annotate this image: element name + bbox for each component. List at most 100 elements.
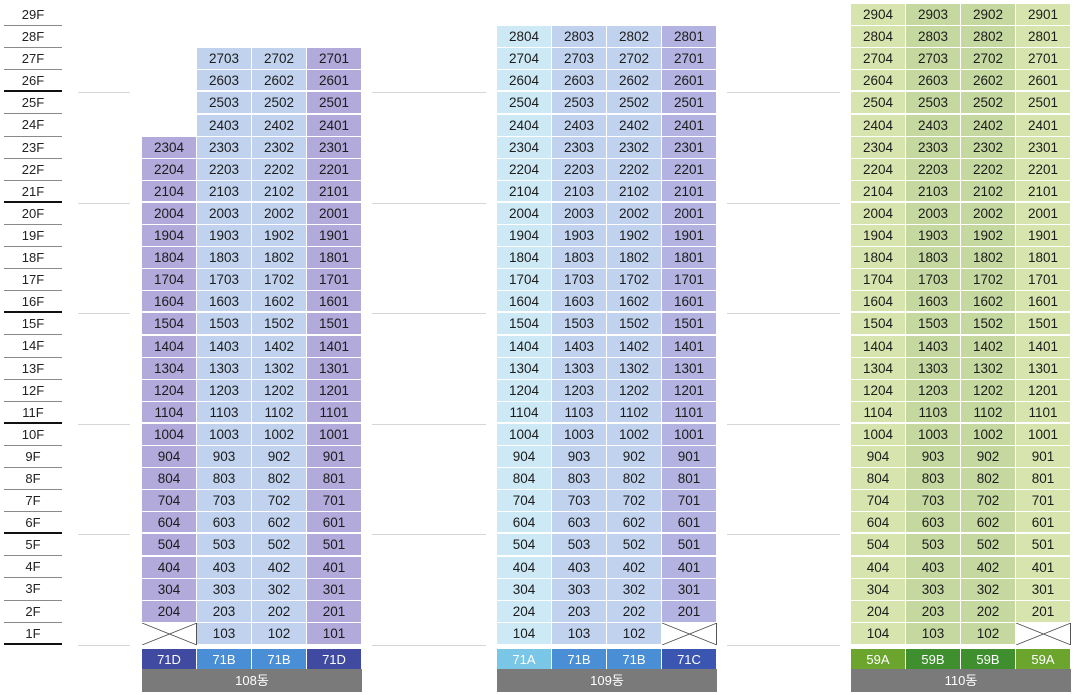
unit-cell: 302 bbox=[607, 578, 662, 601]
unit-type-badge: 71B bbox=[607, 649, 662, 670]
unit-cell: 301 bbox=[1016, 578, 1071, 601]
unit-cell: 1503 bbox=[552, 313, 607, 336]
unit-cell: 1601 bbox=[307, 291, 362, 314]
unit-cell: 2304 bbox=[497, 136, 552, 159]
unit-cell: 1902 bbox=[961, 225, 1016, 248]
unit-cell: 504 bbox=[142, 534, 197, 557]
unit-type-badge: 71A bbox=[497, 649, 552, 670]
unit-cell: 1302 bbox=[961, 357, 1016, 380]
unit-cell: 603 bbox=[552, 512, 607, 535]
unit-cell: 2701 bbox=[1016, 48, 1071, 71]
unit-cell: 1004 bbox=[142, 423, 197, 446]
unit-cell: 2203 bbox=[552, 158, 607, 181]
unit-cell: 804 bbox=[497, 468, 552, 491]
unit-cell: 404 bbox=[851, 556, 906, 579]
unit-cell: 102 bbox=[607, 622, 662, 645]
unit-cell: 301 bbox=[307, 578, 362, 601]
unit-cell: 102 bbox=[961, 622, 1016, 645]
unit-cell: 2801 bbox=[1016, 26, 1071, 49]
unit-cell: 1002 bbox=[607, 423, 662, 446]
unit-cell: 2502 bbox=[607, 92, 662, 115]
unit-cell: 602 bbox=[607, 512, 662, 535]
floor-label: 10F bbox=[4, 424, 62, 446]
unit-cell: 1901 bbox=[307, 225, 362, 248]
unit-cell: 2302 bbox=[961, 136, 1016, 159]
floor-label: 21F bbox=[4, 181, 62, 203]
unit-cell: 1102 bbox=[961, 401, 1016, 424]
unit-cell: 304 bbox=[497, 578, 552, 601]
unit-cell: 2704 bbox=[497, 48, 552, 71]
unit-cell: 1104 bbox=[851, 401, 906, 424]
unit-cell: 703 bbox=[197, 490, 252, 513]
unit-cell: 804 bbox=[142, 468, 197, 491]
unit-cell: 1602 bbox=[961, 291, 1016, 314]
unit-cell: 2003 bbox=[552, 202, 607, 225]
unit-cell: 404 bbox=[497, 556, 552, 579]
unit-cell: 1803 bbox=[197, 247, 252, 270]
unit-cell: 501 bbox=[1016, 534, 1071, 557]
unit-cell: 1204 bbox=[851, 379, 906, 402]
floor-guide-line bbox=[78, 423, 130, 425]
unit-cell: 1903 bbox=[552, 225, 607, 248]
unit-cell: 1903 bbox=[197, 225, 252, 248]
unit-cell: 1801 bbox=[1016, 247, 1071, 270]
floor-label: 14F bbox=[4, 335, 62, 358]
unit-cell: 2501 bbox=[307, 92, 362, 115]
unit-cell: 1004 bbox=[851, 423, 906, 446]
unit-cell: 1603 bbox=[197, 291, 252, 314]
unit-cell: 1101 bbox=[662, 401, 717, 424]
unit-cell: 2004 bbox=[497, 202, 552, 225]
unit-cell: 302 bbox=[961, 578, 1016, 601]
unit-cell: 702 bbox=[961, 490, 1016, 513]
unit-cell: 1502 bbox=[961, 313, 1016, 336]
unit-cell: 102 bbox=[252, 622, 307, 645]
unit-cell: 2802 bbox=[607, 26, 662, 49]
unit-cell: 1103 bbox=[197, 401, 252, 424]
unit-cell: 701 bbox=[1016, 490, 1071, 513]
building-label: 108동 bbox=[142, 669, 362, 692]
unit-cell: 1103 bbox=[906, 401, 961, 424]
unit-cell: 1202 bbox=[607, 379, 662, 402]
unit-cell: 1002 bbox=[961, 423, 1016, 446]
unit-cell: 503 bbox=[552, 534, 607, 557]
unit-cell: 2502 bbox=[961, 92, 1016, 115]
unit-cell: 1401 bbox=[1016, 335, 1071, 358]
unit-cell: 901 bbox=[1016, 446, 1071, 469]
unit-cell: 2201 bbox=[662, 158, 717, 181]
unit-grid: 204 304 404 504 604 704 804 904 1004 1104 1204 1304… bbox=[142, 4, 362, 645]
unit-cell: 2303 bbox=[197, 136, 252, 159]
floor-guide-line bbox=[78, 644, 130, 646]
unit-cell: 2702 bbox=[607, 48, 662, 71]
floor-guide-line bbox=[372, 92, 486, 94]
unit-cell: 401 bbox=[662, 556, 717, 579]
unit-cell: 202 bbox=[961, 600, 1016, 623]
unit-cell: 802 bbox=[252, 468, 307, 491]
unit-cell: 303 bbox=[552, 578, 607, 601]
unit-cell: 2202 bbox=[961, 158, 1016, 181]
unit-cell: 2201 bbox=[307, 158, 362, 181]
unit-cell: 201 bbox=[662, 600, 717, 623]
unit-type-row: 71D 71B 71B 71D bbox=[142, 649, 362, 670]
unit-cell: 1903 bbox=[906, 225, 961, 248]
unit-cell: 203 bbox=[197, 600, 252, 623]
unit-cell: 1703 bbox=[552, 269, 607, 292]
unit-cell: 101 bbox=[307, 622, 362, 645]
unit-type-badge: 59A bbox=[851, 649, 906, 670]
unit-cell: 204 bbox=[497, 600, 552, 623]
unit-cell: 403 bbox=[906, 556, 961, 579]
unit-cell: 2404 bbox=[497, 114, 552, 137]
unit-cell: 2904 bbox=[851, 4, 906, 27]
unit-cell: 1402 bbox=[252, 335, 307, 358]
floor-label: 13F bbox=[4, 358, 62, 380]
unit-cell: 202 bbox=[607, 600, 662, 623]
unit-cell: 1303 bbox=[197, 357, 252, 380]
floor-label: 26F bbox=[4, 70, 62, 93]
unit-cell: 403 bbox=[197, 556, 252, 579]
floor-label: 3F bbox=[4, 578, 62, 601]
unit-cell: 404 bbox=[142, 556, 197, 579]
unit-cell: 2101 bbox=[1016, 180, 1071, 203]
unit-cell: 1802 bbox=[607, 247, 662, 270]
unit-grid: 104 204 304 404 504 604 704 804 904 1004 1104 1204 1… bbox=[497, 4, 717, 645]
unit-cell: 2301 bbox=[307, 136, 362, 159]
unit-cell: 303 bbox=[197, 578, 252, 601]
